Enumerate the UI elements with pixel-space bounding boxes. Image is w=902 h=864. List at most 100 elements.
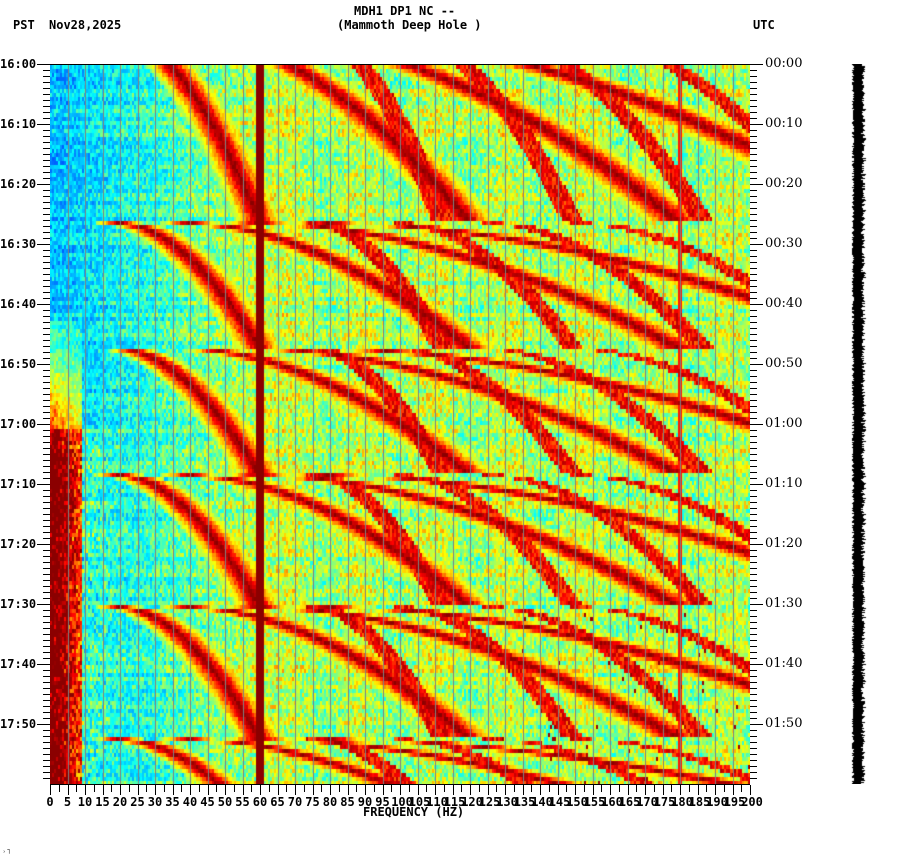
right-time-tick-label: 00:40 <box>765 296 803 311</box>
left-timezone-label: PST <box>13 18 35 32</box>
frequency-tick <box>155 785 156 795</box>
frequency-tick <box>663 785 664 795</box>
right-minor-tick <box>750 352 757 353</box>
frequency-tick <box>129 785 130 792</box>
frequency-tick <box>295 785 296 795</box>
right-minor-tick <box>750 436 757 437</box>
right-minor-tick <box>750 772 757 773</box>
right-minor-tick <box>750 346 757 347</box>
frequency-tick <box>146 785 147 792</box>
right-minor-tick <box>750 718 757 719</box>
right-minor-tick <box>750 166 757 167</box>
frequency-tick-label: 75 <box>305 795 320 809</box>
frequency-tick-label: 135 <box>513 795 536 809</box>
right-minor-tick <box>750 376 757 377</box>
left-minor-tick <box>43 82 50 83</box>
right-minor-tick <box>750 508 757 509</box>
left-time-tick-label: 17:50 <box>0 717 37 731</box>
x-axis-label: FREQUENCY (HZ) <box>363 805 465 819</box>
left-minor-tick <box>43 778 50 779</box>
frequency-tick <box>374 785 375 792</box>
right-time-tick-label: 00:50 <box>765 356 803 371</box>
left-minor-tick <box>43 196 50 197</box>
left-minor-tick <box>43 412 50 413</box>
right-minor-tick <box>750 220 757 221</box>
frequency-tick-label: 100 <box>391 795 413 809</box>
left-minor-tick <box>43 442 50 443</box>
frequency-tick <box>733 785 734 795</box>
frequency-tick <box>654 785 655 792</box>
frequency-tick <box>181 785 182 792</box>
right-minor-tick <box>750 430 757 431</box>
right-minor-tick <box>750 598 757 599</box>
left-minor-tick <box>43 388 50 389</box>
frequency-tick <box>584 785 585 792</box>
right-minor-tick <box>750 148 757 149</box>
right-time-tick-label: 01:40 <box>765 656 803 671</box>
right-minor-tick <box>750 178 757 179</box>
frequency-tick <box>593 785 594 795</box>
frequency-tick <box>111 785 112 792</box>
right-minor-tick <box>750 238 757 239</box>
right-minor-tick <box>750 334 757 335</box>
right-minor-tick <box>750 304 763 305</box>
left-minor-tick <box>43 580 50 581</box>
frequency-tick-label: 170 <box>636 795 658 809</box>
left-minor-tick <box>43 706 50 707</box>
right-minor-tick <box>750 652 757 653</box>
left-minor-tick <box>43 538 50 539</box>
right-minor-tick <box>750 442 757 443</box>
frequency-tick-label: 185 <box>688 795 711 809</box>
right-minor-tick <box>750 736 757 737</box>
left-time-tick-label: 16:50 <box>0 357 37 371</box>
frequency-tick <box>216 785 217 792</box>
right-minor-tick <box>750 370 757 371</box>
left-minor-tick <box>37 364 50 365</box>
frequency-tick-label: 175 <box>653 795 676 809</box>
right-timezone-label: UTC <box>753 18 775 32</box>
station-title: MDH1 DP1 NC -- <box>354 4 456 18</box>
right-minor-tick <box>750 94 757 95</box>
frequency-tick-label: 15 <box>95 795 110 809</box>
right-minor-tick <box>750 262 757 263</box>
frequency-tick-label: 10 <box>77 795 93 809</box>
frequency-tick <box>164 785 165 792</box>
left-minor-tick <box>43 238 50 239</box>
right-minor-tick <box>750 412 757 413</box>
frequency-tick <box>120 785 121 795</box>
frequency-tick-label: 90 <box>357 795 373 809</box>
frequency-tick-label: 200 <box>741 795 763 809</box>
right-minor-tick <box>750 778 757 779</box>
right-minor-tick <box>750 118 757 119</box>
left-time-tick-label: 17:40 <box>0 657 37 671</box>
left-minor-tick <box>43 100 50 101</box>
frequency-tick <box>558 785 559 795</box>
left-minor-tick <box>43 676 50 677</box>
frequency-tick-label: 35 <box>165 795 180 809</box>
frequency-tick-label: 165 <box>618 795 641 809</box>
right-minor-tick <box>750 490 757 491</box>
right-minor-tick <box>750 76 757 77</box>
frequency-tick <box>488 785 489 795</box>
frequency-tick <box>208 785 209 795</box>
right-minor-tick <box>750 760 757 761</box>
frequency-tick <box>409 785 410 792</box>
right-minor-tick <box>750 754 757 755</box>
right-minor-tick <box>750 136 757 137</box>
right-time-tick-label: 01:00 <box>765 416 803 431</box>
left-minor-tick <box>43 682 50 683</box>
left-minor-tick <box>43 352 50 353</box>
left-minor-tick <box>43 568 50 569</box>
right-minor-tick <box>750 172 757 173</box>
right-minor-tick <box>750 556 757 557</box>
frequency-tick <box>523 785 524 795</box>
left-minor-tick <box>43 76 50 77</box>
frequency-tick <box>243 785 244 795</box>
right-minor-tick <box>750 256 757 257</box>
left-minor-tick <box>43 508 50 509</box>
left-minor-tick <box>43 148 50 149</box>
left-minor-tick <box>43 532 50 533</box>
x-axis-line <box>50 784 750 785</box>
left-time-tick-label: 17:30 <box>0 597 37 611</box>
frequency-tick <box>383 785 384 795</box>
